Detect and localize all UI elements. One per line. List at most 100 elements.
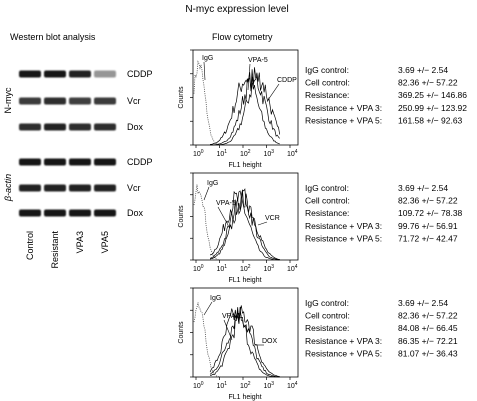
stat-label: IgG control:	[305, 298, 349, 308]
stat-label: Cell control:	[305, 196, 350, 206]
western-title: Western blot analysis	[10, 32, 96, 42]
curve-annotation: VCR	[265, 215, 280, 222]
stat-value: 82.36 +/− 57.22	[398, 196, 458, 206]
sample-curve	[210, 67, 280, 146]
blot-band	[19, 209, 41, 217]
stat-value: 82.36 +/− 57.22	[398, 311, 458, 321]
tick-base: 10	[287, 151, 295, 158]
sample-curve	[209, 306, 280, 378]
tick-exponent: 2	[248, 264, 251, 270]
blot-band	[19, 97, 41, 105]
tick-base: 10	[193, 383, 201, 390]
tick-base: 10	[264, 151, 272, 158]
blot-band	[69, 97, 91, 105]
blot-row-label: CDDP	[127, 157, 153, 167]
stat-label: Resistance + VPA 3:	[305, 103, 382, 113]
stat-label: Resistance:	[305, 90, 349, 100]
blot-band	[69, 209, 91, 217]
blot-row-label: Dox	[127, 208, 144, 218]
curve-annotation: CDDP	[277, 77, 297, 84]
blot-band	[19, 158, 41, 166]
x-tick-label: 102	[240, 264, 251, 273]
blot-band	[69, 158, 91, 166]
sample-curve	[209, 307, 280, 378]
x-tick-label: 102	[240, 149, 251, 158]
stat-value: 3.69 +/− 2.54	[398, 298, 448, 308]
stat-value: 369.25 +/− 146.86	[398, 90, 467, 100]
lane-label: VPA5	[100, 231, 110, 253]
lane-label: Resistant	[50, 231, 60, 269]
curve-annotation: DOX	[262, 338, 278, 345]
blot-band	[44, 123, 66, 131]
stat-value: 109.72 +/− 78.38	[398, 208, 463, 218]
blot-band	[19, 123, 41, 131]
tick-base: 10	[240, 266, 248, 273]
blot-band	[94, 97, 116, 105]
stat-value: 86.35 +/− 72.21	[398, 336, 458, 346]
tick-base: 10	[287, 383, 295, 390]
blot-band	[19, 184, 41, 192]
sample-curve	[209, 190, 280, 260]
annotation-leader	[247, 63, 251, 91]
tick-exponent: 1	[224, 264, 227, 270]
stat-label: Resistance + VPA 5:	[305, 233, 382, 243]
annotation-leader	[203, 61, 206, 81]
x-axis-label: FL1 height	[228, 394, 261, 401]
stat-value: 82.36 +/− 57.22	[398, 78, 458, 88]
blot-band	[69, 70, 91, 78]
sample-curve	[209, 190, 280, 261]
tick-exponent: 0	[201, 149, 204, 155]
igg-curve	[193, 60, 222, 146]
stat-label: Resistance + VPA 5:	[305, 348, 382, 358]
tick-base: 10	[287, 266, 295, 273]
x-tick-label: 102	[240, 381, 251, 390]
sample-curve	[209, 305, 280, 377]
blot-group-label: β-actin	[3, 174, 13, 202]
x-tick-label: 101	[217, 149, 228, 158]
blot-band	[44, 184, 66, 192]
tick-base: 10	[264, 383, 272, 390]
stat-label: Cell control:	[305, 311, 350, 321]
x-tick-label: 100	[193, 149, 204, 158]
blot-band	[44, 97, 66, 105]
tick-exponent: 0	[201, 381, 204, 387]
stat-value: 3.69 +/− 2.54	[398, 65, 448, 75]
flow-title: Flow cytometry	[212, 32, 273, 42]
lane-label: Control	[25, 231, 35, 260]
annotation-leader	[203, 186, 210, 201]
tick-base: 10	[240, 383, 248, 390]
y-axis-label: Counts	[178, 205, 185, 228]
stat-label: IgG control:	[305, 65, 349, 75]
blot-band	[19, 70, 41, 78]
x-tick-label: 103	[264, 381, 275, 390]
x-tick-label: 101	[217, 264, 228, 273]
annotation-leader	[223, 319, 233, 341]
y-axis-label: Counts	[178, 321, 185, 344]
x-tick-label: 104	[287, 149, 298, 158]
tick-exponent: 4	[295, 264, 298, 270]
blot-band	[94, 184, 116, 192]
blot-band	[44, 158, 66, 166]
stat-value: 99.76 +/− 56.91	[398, 221, 458, 231]
x-tick-label: 100	[193, 264, 204, 273]
stat-value: 3.69 +/− 2.54	[398, 183, 448, 193]
blot-row-label: Vcr	[127, 96, 141, 106]
stat-label: Resistance + VPA 3:	[305, 336, 382, 346]
curve-annotation: IgG	[202, 55, 213, 62]
blot-band	[94, 70, 116, 78]
blot-row-label: Dox	[127, 122, 144, 132]
x-tick-label: 103	[264, 149, 275, 158]
x-tick-label: 100	[193, 381, 204, 390]
x-axis-label: FL1 height	[228, 277, 261, 284]
blot-band	[94, 209, 116, 217]
blot-band	[94, 123, 116, 131]
figure-title: N-myc expression level	[185, 4, 288, 15]
curve-annotation: VPA-5	[248, 57, 268, 64]
blot-band	[44, 70, 66, 78]
blot-band	[69, 123, 91, 131]
tick-base: 10	[217, 151, 225, 158]
tick-base: 10	[193, 151, 201, 158]
